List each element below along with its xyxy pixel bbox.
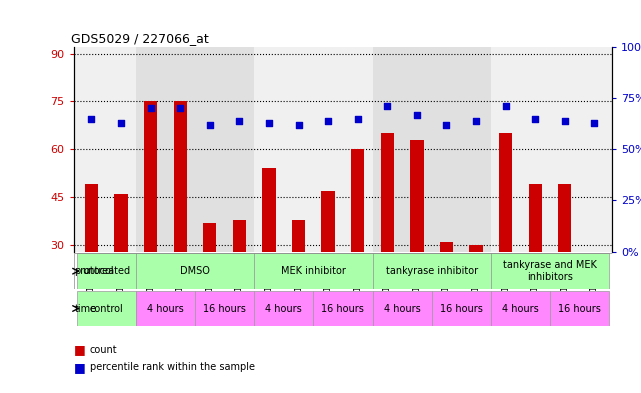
Bar (469, 245, 483, 341)
Bar (372, 47, 491, 252)
Bar (491, 291, 550, 326)
Point (294, 122, 304, 128)
Text: 16 hours: 16 hours (203, 303, 246, 314)
Text: MEK inhibitor: MEK inhibitor (281, 266, 345, 276)
Point (560, 118, 570, 124)
Bar (195, 291, 254, 326)
Point (530, 116, 540, 122)
Text: 16 hours: 16 hours (558, 303, 601, 314)
Text: 4 hours: 4 hours (384, 303, 420, 314)
Text: percentile rank within the sample: percentile rank within the sample (90, 362, 254, 373)
Point (589, 119, 599, 126)
Bar (351, 149, 364, 341)
Bar (558, 184, 572, 341)
Text: 16 hours: 16 hours (322, 303, 364, 314)
Text: time: time (74, 303, 96, 314)
Bar (410, 140, 424, 341)
Text: tankyrase and MEK
inhibitors: tankyrase and MEK inhibitors (503, 261, 597, 282)
Bar (292, 220, 305, 341)
Text: DMSO: DMSO (180, 266, 210, 276)
Bar (440, 242, 453, 341)
Point (87, 116, 97, 122)
Bar (77, 291, 136, 326)
Bar (491, 253, 609, 289)
Point (116, 119, 126, 126)
Text: ■: ■ (74, 343, 85, 356)
Bar (381, 133, 394, 341)
Bar (262, 169, 276, 341)
Bar (529, 184, 542, 341)
Point (382, 103, 392, 110)
Point (501, 103, 511, 110)
Text: GDS5029 / 227066_at: GDS5029 / 227066_at (71, 31, 209, 44)
Point (264, 119, 274, 126)
Text: 4 hours: 4 hours (265, 303, 302, 314)
Bar (372, 291, 431, 326)
Bar (77, 47, 136, 252)
Bar (550, 291, 609, 326)
Text: ■: ■ (74, 361, 85, 374)
Point (175, 105, 185, 112)
Point (323, 118, 333, 124)
Bar (322, 191, 335, 341)
Bar (114, 194, 128, 341)
Bar (136, 253, 254, 289)
Text: protocol: protocol (74, 266, 114, 276)
Bar (77, 253, 136, 289)
Bar (85, 184, 98, 341)
Text: count: count (90, 345, 117, 355)
Point (234, 118, 244, 124)
Bar (588, 261, 601, 341)
Bar (254, 47, 372, 252)
Text: tankyrase inhibitor: tankyrase inhibitor (386, 266, 478, 276)
Bar (233, 220, 246, 341)
Text: 4 hours: 4 hours (147, 303, 184, 314)
Text: 16 hours: 16 hours (440, 303, 483, 314)
Text: control: control (89, 303, 123, 314)
Bar (136, 47, 254, 252)
Point (204, 122, 215, 128)
Point (471, 118, 481, 124)
Bar (313, 291, 372, 326)
Bar (254, 253, 372, 289)
Bar (431, 291, 491, 326)
Bar (136, 291, 195, 326)
Bar (254, 291, 313, 326)
Point (146, 105, 156, 112)
Bar (144, 101, 157, 341)
Point (412, 112, 422, 118)
Bar (491, 47, 609, 252)
Point (353, 116, 363, 122)
Text: 4 hours: 4 hours (502, 303, 539, 314)
Bar (499, 133, 512, 341)
Text: untreated: untreated (82, 266, 130, 276)
Point (442, 122, 452, 128)
Bar (372, 253, 491, 289)
Bar (174, 101, 187, 341)
Bar (203, 223, 217, 341)
